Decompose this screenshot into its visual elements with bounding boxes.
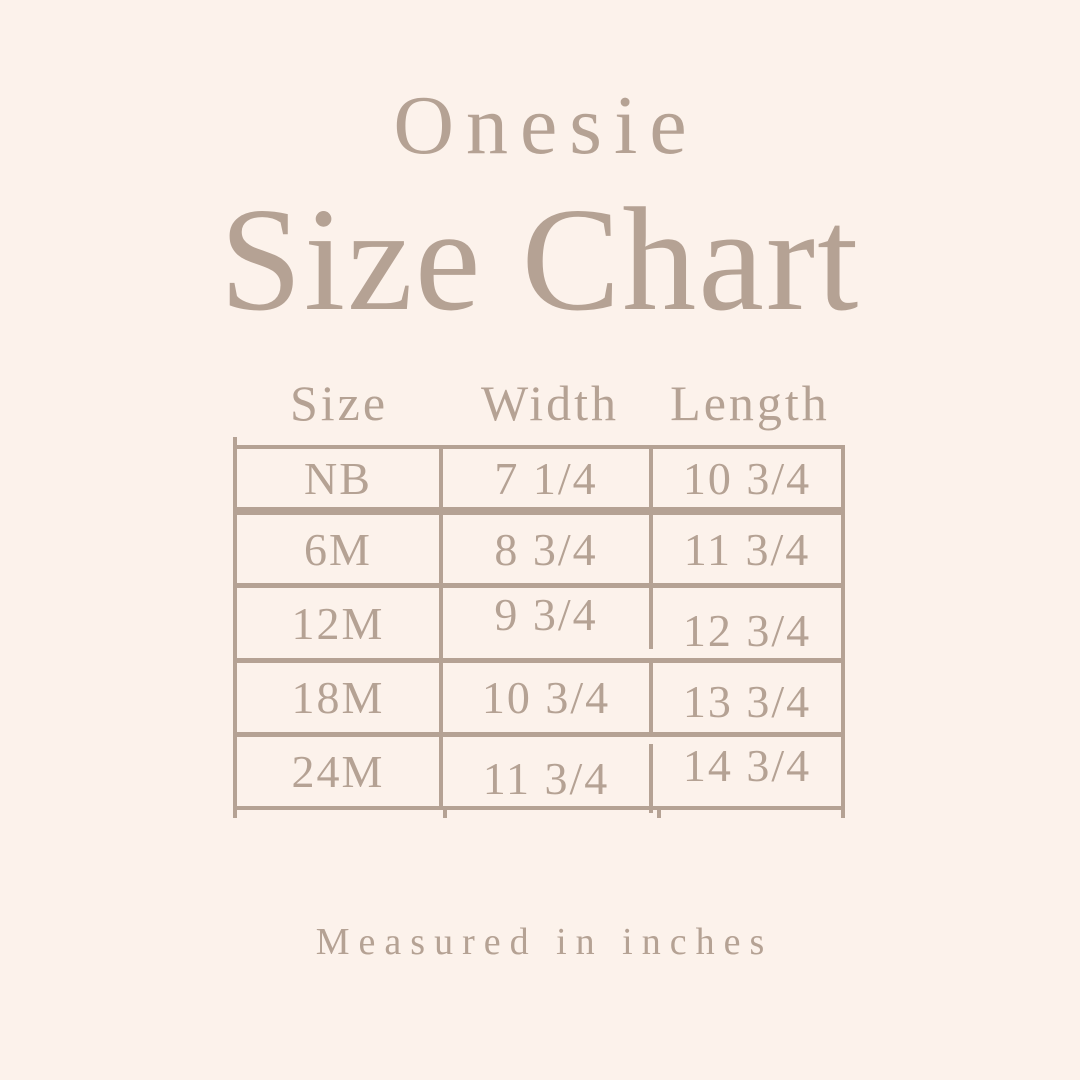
length-cell: 13 3/4	[682, 676, 812, 727]
page-title: Size Chart	[219, 178, 861, 342]
size-cell: 24M	[237, 737, 443, 806]
table-border-tick	[233, 437, 237, 449]
column-header-size: Size	[289, 375, 389, 431]
table-row: NB 7 1/4 10 3/4	[237, 449, 841, 515]
units-note: Measured in inches	[315, 921, 774, 963]
table-border-tick	[657, 806, 661, 818]
size-cell: NB	[237, 449, 443, 507]
table-row: 6M 8 3/4 11 3/4	[237, 515, 841, 588]
size-cell: 6M	[237, 515, 443, 583]
width-cell: 9 3/4	[443, 579, 653, 649]
length-cell: 10 3/4	[682, 452, 812, 504]
width-cell: 8 3/4	[443, 515, 653, 583]
column-header-length: Length	[670, 375, 830, 431]
length-cell: 12 3/4	[682, 604, 812, 656]
width-cell: 7 1/4	[443, 449, 653, 507]
width-cell: 11 3/4	[443, 744, 653, 813]
table-border-tick	[233, 806, 237, 818]
table-border-tick	[443, 806, 447, 818]
size-table: NB 7 1/4 10 3/4 6M 8 3/4 11 3/4 12M 9 3/…	[233, 437, 845, 818]
table-row: 12M 9 3/4 12 3/4	[237, 579, 841, 663]
width-cell: 10 3/4	[443, 663, 653, 732]
product-name: Onesie	[393, 79, 699, 172]
size-cell: 18M	[237, 663, 443, 732]
table-header-row: Size Width Length	[233, 378, 845, 428]
size-cell: 12M	[237, 588, 443, 658]
table-row: 24M 11 3/4 14 3/4	[237, 737, 841, 813]
column-header-width: Width	[481, 375, 619, 431]
table-row: 18M 10 3/4 13 3/4	[237, 663, 841, 737]
length-cell: 14 3/4	[682, 740, 812, 791]
table-border-tick	[841, 806, 845, 818]
length-cell: 11 3/4	[683, 523, 811, 575]
